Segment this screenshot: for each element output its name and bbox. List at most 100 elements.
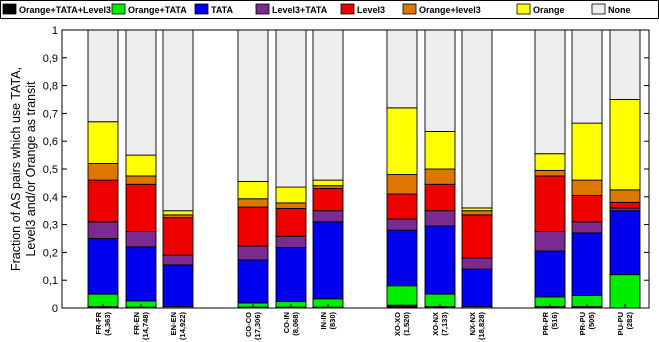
legend-swatch-orange [516, 3, 531, 15]
bar-segment-co-in-orange-level3 [275, 202, 307, 209]
bar-segment-xo-xo-level3-tata [386, 218, 418, 231]
bar-segment-xo-xo-orange-tata [386, 285, 418, 306]
bar-co-co [237, 29, 269, 309]
bar-segment-xo-xo-tata [386, 229, 418, 287]
bar-segment-nx-nx-level3-tata [461, 257, 493, 270]
bar-segment-in-in-tata [312, 221, 344, 300]
bar-segment-in-in-none [312, 29, 344, 181]
bar-segment-pr-pr-orange [534, 153, 566, 171]
bar-segment-fr-fr-level3 [87, 179, 119, 223]
bar-segment-pr-pu-orange [571, 122, 603, 181]
bar-pr-pu [571, 29, 603, 309]
bar-segment-fr-en-orange-level3 [125, 175, 157, 185]
bar-segment-pr-pr-none [534, 29, 566, 155]
y-tick-label: 1 [52, 25, 58, 37]
legend-label-none: None [608, 5, 631, 15]
legend-label-orange-tata: Orange+TATA [128, 5, 187, 15]
bar-segment-in-in-orange [312, 179, 344, 187]
bar-segment-co-co-none [237, 29, 269, 182]
y-tick-label: 0,3 [43, 220, 58, 232]
bar-xo-nx [424, 29, 456, 309]
bar-segment-co-co-orange [237, 181, 269, 200]
bar-segment-nx-nx-level3 [461, 214, 493, 259]
legend-label-tata: TATA [211, 5, 233, 15]
bar-segment-en-en-level3-tata [162, 254, 194, 266]
bar-segment-xo-nx-level3-tata [424, 210, 456, 227]
x-tick-count-co-in: (8,068) [291, 311, 300, 335]
bar-segment-en-en-none [162, 29, 194, 212]
bar-segment-co-in-level3-tata [275, 235, 307, 248]
legend-label-orange: Orange [533, 5, 565, 15]
bar-segment-co-co-level3 [237, 206, 269, 247]
bar-segment-fr-fr-orange-level3 [87, 162, 119, 181]
x-tick-label-pu-pu: PU-PU [616, 312, 625, 335]
x-tick-label-fr-fr: FR-FR [94, 311, 103, 334]
x-tick-count-nx-nx: (18,828) [477, 312, 486, 340]
x-axis: FR-FR (4,363) FR-EN (14,748) EN-EN (14,922) CO… [94, 304, 634, 340]
legend-swatch-orange-tata-level3 [2, 3, 17, 15]
x-tick-label-fr-en: FR-EN [132, 312, 141, 335]
y-tick-label: 0,8 [43, 81, 58, 93]
legend-label-level3: Level3 [357, 5, 385, 15]
bar-segment-xo-xo-orange-level3 [386, 174, 418, 195]
y-tick-label: 0,5 [43, 164, 58, 176]
legend-swatch-level3 [340, 3, 355, 15]
bar-segment-xo-xo-level3 [386, 193, 418, 220]
x-tick-count-pr-pu: (505) [587, 312, 596, 330]
x-tick-count-in-in: (830) [328, 312, 337, 330]
bar-segment-nx-nx-none [461, 29, 493, 209]
x-tick-label-in-in: IN-IN [319, 312, 328, 330]
bar-segment-fr-en-orange [125, 154, 157, 177]
y-tick-label: 0,7 [43, 108, 58, 120]
bar-segment-en-en-tata [162, 264, 194, 308]
bar-segment-in-in-level3-tata [312, 210, 344, 223]
bar-segment-pu-pu-tata [609, 210, 641, 276]
bar-segment-xo-nx-level3 [424, 183, 456, 212]
x-tick-count-xo-nx: (7,133) [440, 311, 449, 335]
bar-segment-pu-pu-orange-tata [609, 274, 641, 309]
y-tick-label: 0,1 [43, 275, 58, 287]
bar-segment-xo-xo-orange [386, 107, 418, 176]
bar-in-in [312, 29, 344, 309]
x-tick-count-fr-en: (14,748) [141, 312, 150, 340]
legend-swatch-none [591, 3, 606, 15]
bar-segment-co-in-orange [275, 186, 307, 204]
bar-en-en [162, 29, 194, 309]
bar-segment-fr-fr-tata [87, 238, 119, 295]
chart-bars [87, 29, 641, 309]
bar-segment-pr-pu-orange-level3 [571, 179, 603, 196]
y-axis-label: Fraction of AS pairs which use TATA, Lev… [9, 67, 38, 271]
x-tick-label-co-in: CO-IN [282, 312, 291, 333]
y-axis: 0 0,1 0,2 0,3 0,4 0,5 0,6 0,7 0,8 0,9 1 [43, 25, 649, 315]
bar-segment-nx-nx-tata [461, 268, 493, 308]
y-tick-label: 0,9 [43, 53, 58, 65]
x-tick-label-co-co: CO-CO [244, 312, 253, 337]
bar-segment-pr-pu-none [571, 29, 603, 124]
legend-swatch-tata [194, 3, 209, 15]
bar-nx-nx [461, 29, 493, 309]
bar-segment-co-co-orange-level3 [237, 198, 269, 208]
legend-label-orange-level3: Orange+level3 [419, 5, 481, 15]
bar-segment-pu-pu-orange-level3 [609, 189, 641, 203]
bar-segment-co-co-tata [237, 259, 269, 304]
x-tick-label-en-en: EN-EN [169, 312, 178, 335]
bar-segment-en-en-orange [162, 210, 194, 216]
x-tick-count-fr-fr: (4,363) [103, 311, 112, 335]
bar-fr-fr [87, 29, 119, 309]
bar-segment-pu-pu-orange [609, 99, 641, 191]
bar-segment-pr-pu-level3 [571, 194, 603, 223]
bar-xo-xo [386, 29, 418, 309]
bar-segment-xo-nx-none [424, 29, 456, 132]
x-tick-label-xo-xo: XO-XO [393, 312, 402, 336]
x-tick-label-pr-pr: PR-PR [541, 311, 550, 335]
legend-swatch-level3-tata [255, 3, 270, 15]
x-tick-label-nx-nx: NX-NX [468, 312, 477, 335]
bar-segment-co-in-none [275, 29, 307, 188]
bar-segment-pr-pr-level3 [534, 175, 566, 232]
bar-segment-pr-pu-level3-tata [571, 221, 603, 234]
bar-pu-pu [609, 29, 641, 309]
bar-segment-pu-pu-none [609, 29, 641, 100]
bar-segment-xo-xo-none [386, 29, 418, 109]
x-tick-label-pr-pu: PR-PU [578, 312, 587, 335]
bar-segment-fr-fr-none [87, 29, 119, 123]
